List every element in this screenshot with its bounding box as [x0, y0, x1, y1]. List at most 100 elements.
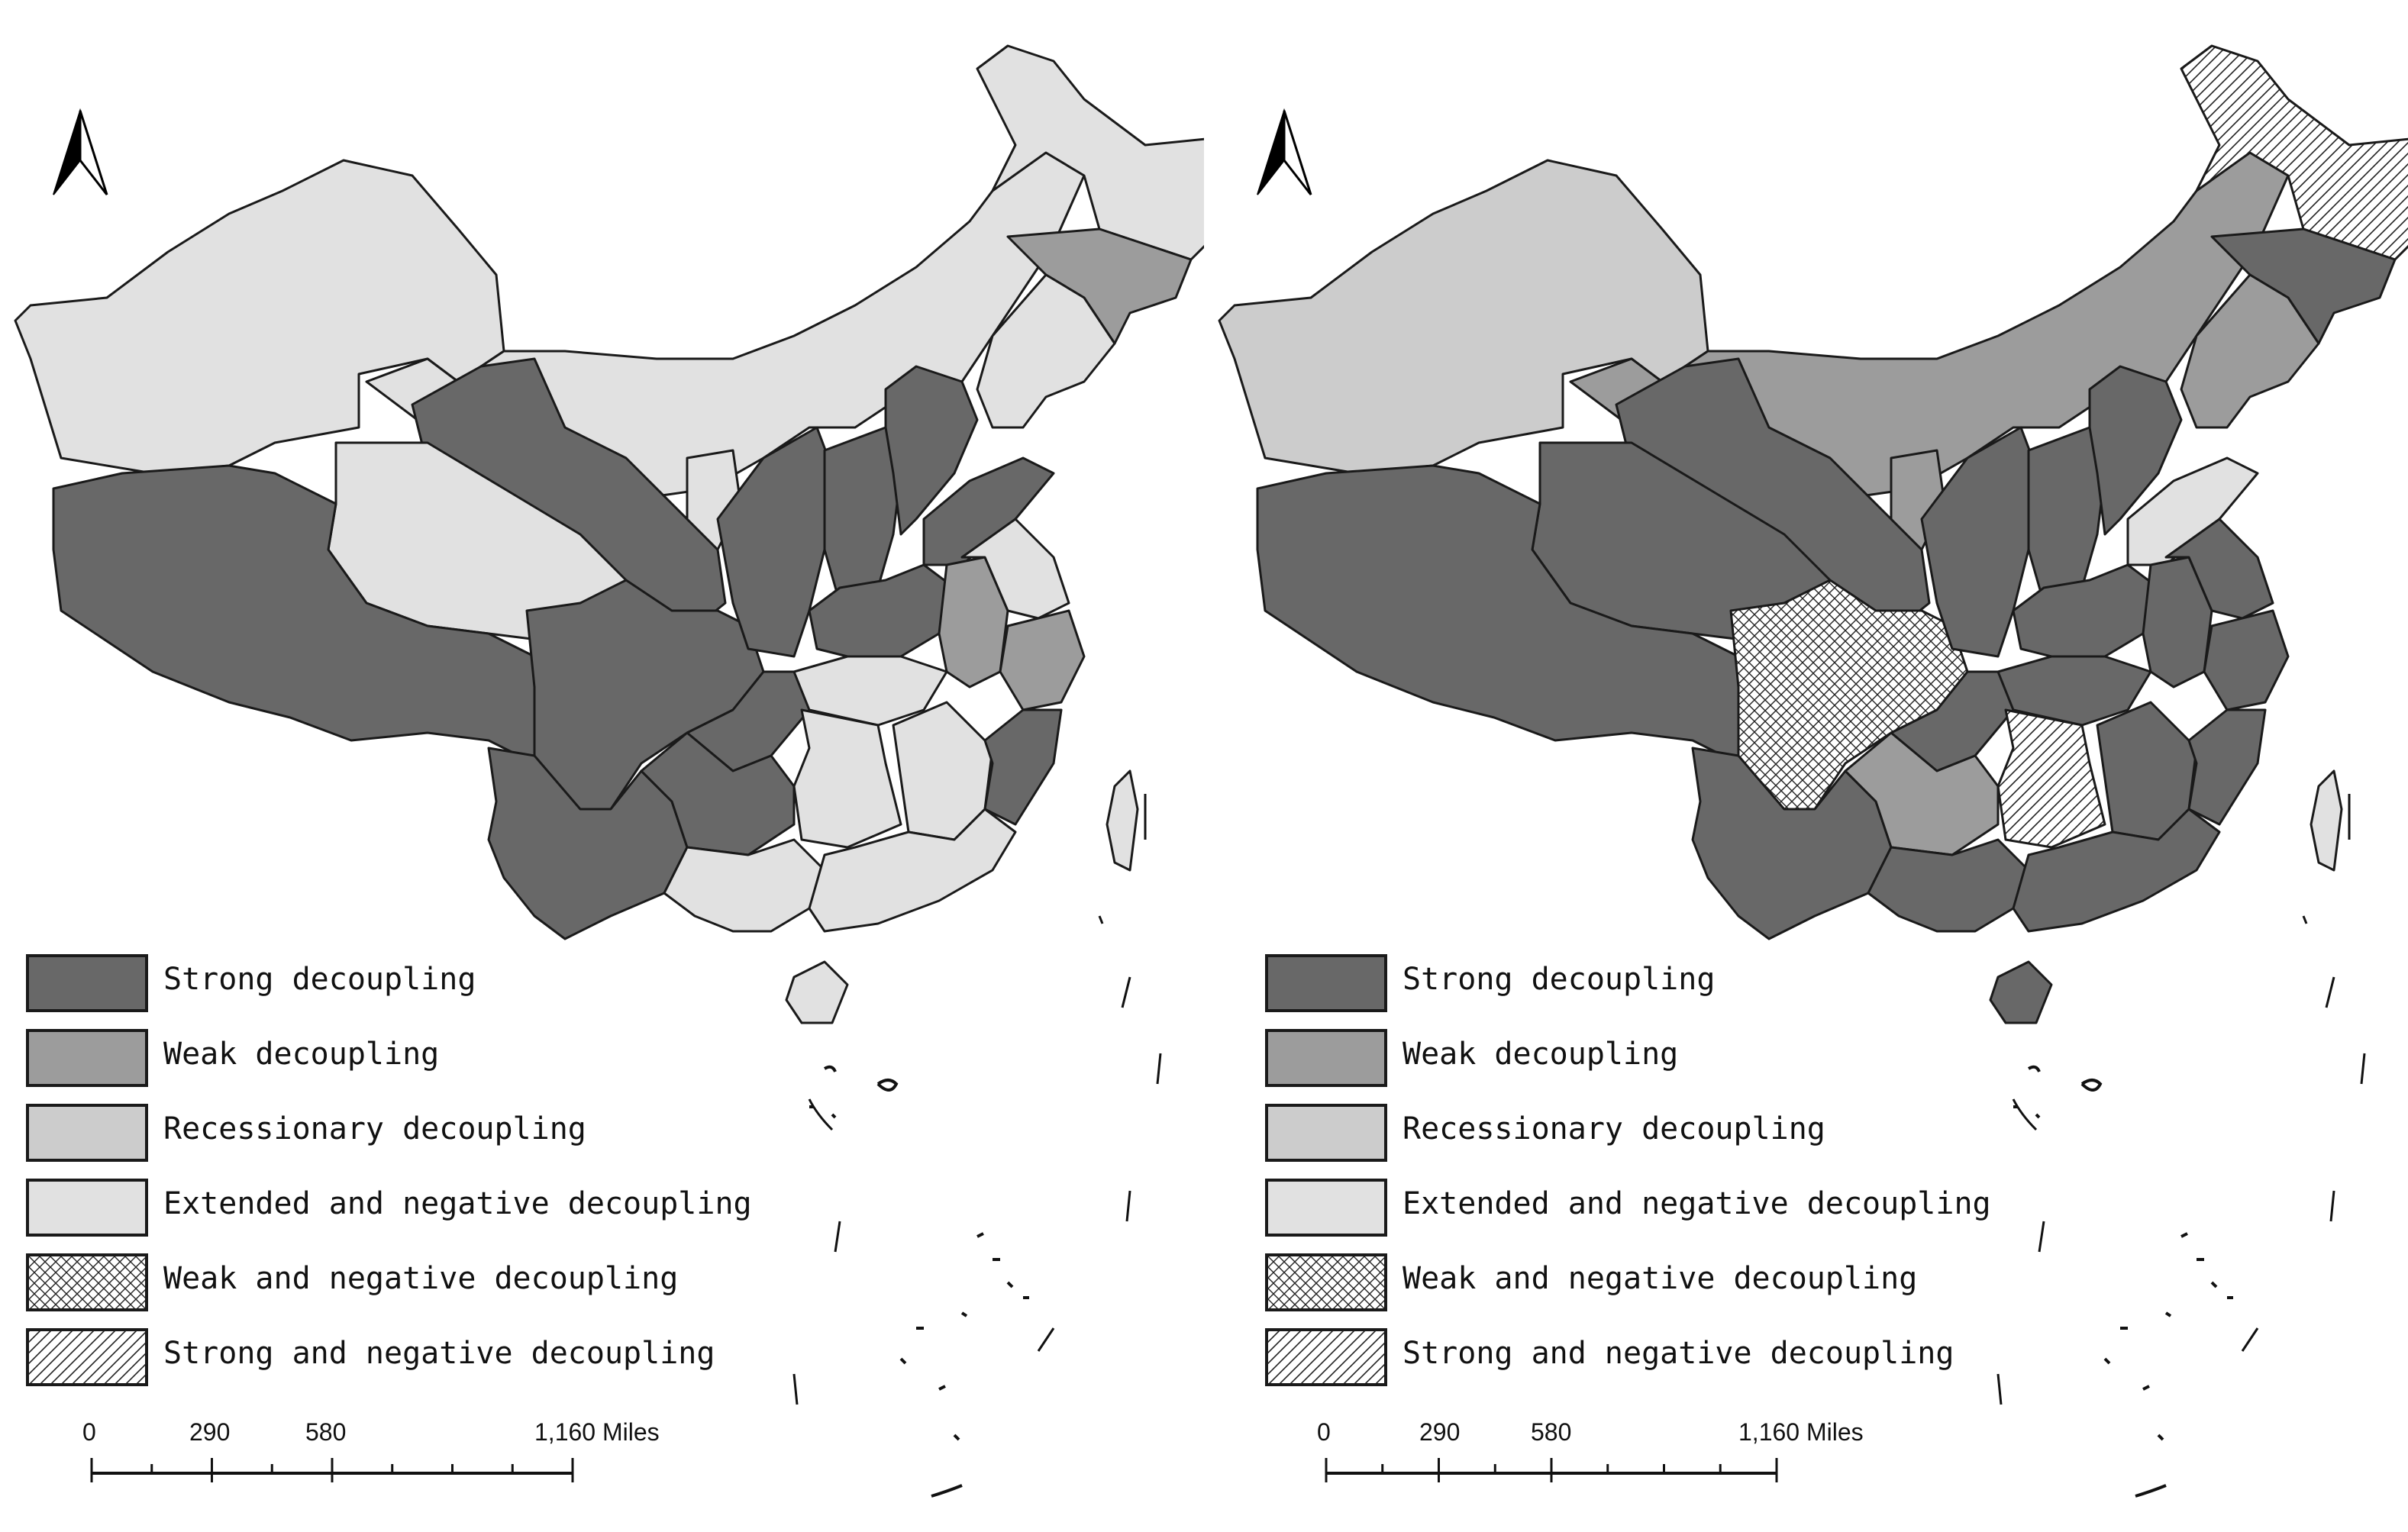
scale-label: 0 — [82, 1418, 96, 1446]
province-guangxi — [663, 838, 826, 933]
legend-swatch — [1265, 1328, 1387, 1386]
legend-label: Weak and negative decoupling — [1403, 1261, 1918, 1296]
south-sea-island-mark — [2035, 1113, 2041, 1119]
legend-item-strong-negative: Strong and negative decoupling — [26, 1328, 866, 1389]
legend-item-weak-negative: Weak and negative decoupling — [1265, 1253, 2105, 1314]
province-fujian — [2187, 708, 2267, 826]
south-sea-island-mark — [976, 1232, 984, 1238]
nine-dash-line-segment — [1156, 1053, 1162, 1085]
nine-dash-line-segment — [1037, 1327, 1055, 1352]
province-guangdong — [2012, 808, 2221, 933]
south-sea-island-mark — [823, 1065, 837, 1072]
south-sea-island-mark — [831, 1113, 837, 1119]
province-taiwan — [2310, 769, 2343, 872]
nine-dash-line-segment — [2012, 1098, 2038, 1131]
south-sea-island-mark — [2027, 1065, 2041, 1072]
china-map — [14, 44, 1204, 1498]
legend-item-extended: Extended and negative decoupling — [1265, 1179, 2105, 1240]
nine-dash-line-segment — [2241, 1327, 2259, 1352]
scale-label: 1,160 Miles — [534, 1418, 660, 1446]
province-heilongjiang — [2180, 44, 2408, 261]
nine-dash-line-segment — [834, 1221, 841, 1253]
nine-dash-line-segment — [1121, 976, 1131, 1008]
legend-swatch — [1265, 954, 1387, 1012]
legend-swatch — [1265, 1179, 1387, 1237]
legend-swatch — [1265, 1253, 1387, 1311]
south-sea-island-mark — [960, 1311, 968, 1318]
south-sea-island-mark — [2180, 1232, 2188, 1238]
province-hunan — [792, 708, 902, 849]
province-hebei — [884, 365, 979, 536]
nine-dash-line-segment — [792, 1373, 799, 1405]
legend-item-recessionary: Recessionary decoupling — [1265, 1104, 2105, 1165]
legend-label: Strong decoupling — [163, 962, 476, 997]
province-guizhou — [1844, 731, 2000, 856]
legend-swatch — [26, 1029, 148, 1087]
province-guizhou — [640, 731, 796, 856]
nine-dash-line-segment — [2038, 1221, 2045, 1253]
nine-dash-line-segment — [808, 1098, 834, 1131]
legend-item-weak: Weak decoupling — [26, 1029, 866, 1090]
legend-label: Weak decoupling — [163, 1037, 440, 1072]
province-liaoning — [2180, 273, 2320, 429]
scale-label: 290 — [189, 1418, 231, 1446]
south-sea-island-mark — [931, 1484, 963, 1498]
nine-dash-line-segment — [2360, 1053, 2366, 1085]
legend-item-strong-negative: Strong and negative decoupling — [1265, 1328, 2105, 1389]
province-guangxi — [1867, 838, 2030, 933]
north-arrow-half — [1283, 110, 1312, 195]
legend-label: Strong and negative decoupling — [163, 1336, 715, 1371]
south-sea-island-mark — [2103, 1357, 2111, 1365]
legend-item-strong: Strong decoupling — [1265, 954, 2105, 1015]
legend-item-strong: Strong decoupling — [26, 954, 866, 1015]
province-hubei — [1996, 655, 2152, 727]
south-sea-island-mark — [2135, 1484, 2167, 1498]
legend-label: Extended and negative decoupling — [1403, 1186, 1991, 1221]
legend-item-weak-negative: Weak and negative decoupling — [26, 1253, 866, 1314]
legend-item-recessionary: Recessionary decoupling — [26, 1104, 866, 1165]
province-shandong — [922, 456, 1055, 566]
province-xinjiang — [1218, 159, 1709, 475]
legend-swatch — [1265, 1104, 1387, 1162]
south-sea-island-mark — [2142, 1385, 2150, 1391]
nine-dash-line-segment — [2325, 976, 2335, 1008]
legend-swatch — [26, 954, 148, 1012]
scale-label: 0 — [1317, 1418, 1331, 1446]
nine-dash-line-segment — [2329, 1190, 2335, 1222]
scale-label: 290 — [1419, 1418, 1461, 1446]
province-fujian — [983, 708, 1063, 826]
province-liaoning — [976, 273, 1116, 429]
province-hainan — [785, 960, 849, 1024]
province-jiangsu — [960, 518, 1070, 620]
map-panel-2015: Strong decoupling Weak decoupling Recessio… — [14, 44, 1204, 1498]
scale-label: 580 — [305, 1418, 347, 1446]
nine-dash-line-segment — [1098, 915, 1104, 924]
south-sea-island-mark — [2080, 1079, 2103, 1092]
scale-label: 580 — [1531, 1418, 1572, 1446]
legend-label: Weak and negative decoupling — [163, 1261, 679, 1296]
province-hebei — [2088, 365, 2183, 536]
province-jiangsu — [2164, 518, 2274, 620]
legend-label: Strong and negative decoupling — [1403, 1336, 1954, 1371]
south-sea-island-mark — [899, 1357, 907, 1365]
province-hainan — [1989, 960, 2053, 1024]
legend-item-weak: Weak decoupling — [1265, 1029, 2105, 1090]
legend-label: Strong decoupling — [1403, 962, 1716, 997]
legend-label: Recessionary decoupling — [163, 1111, 586, 1147]
south-sea-island-mark — [2157, 1434, 2164, 1441]
province-henan — [808, 563, 956, 658]
province-shandong — [2126, 456, 2259, 566]
south-sea-island-mark — [2210, 1281, 2218, 1288]
legend-label: Weak decoupling — [1403, 1037, 1679, 1072]
south-sea-island-mark — [2164, 1311, 2172, 1318]
province-zhejiang — [2203, 609, 2290, 711]
province-xinjiang — [14, 159, 505, 475]
province-zhejiang — [999, 609, 1086, 711]
legend-swatch — [26, 1104, 148, 1162]
nine-dash-line-segment — [2302, 915, 2308, 924]
nine-dash-line-segment — [1996, 1373, 2003, 1405]
south-sea-island-mark — [1006, 1281, 1014, 1288]
legend-item-extended: Extended and negative decoupling — [26, 1179, 866, 1240]
legend-swatch — [26, 1328, 148, 1386]
